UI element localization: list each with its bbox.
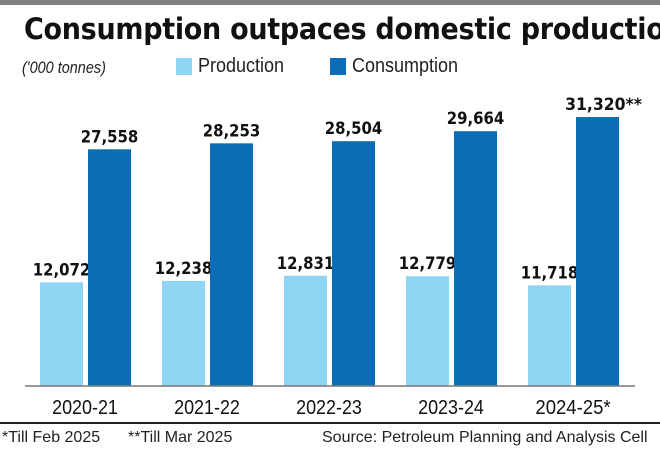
unit-note: ('000 tonnes)	[22, 58, 106, 77]
bar-consumption	[576, 117, 619, 386]
data-label-production: 12,831	[277, 254, 335, 274]
legend-label-consumption: Consumption	[352, 55, 459, 77]
bar-production	[284, 275, 327, 386]
legend-swatch-consumption	[330, 58, 346, 75]
source-note: Source: Petroleum Planning and Analysis …	[322, 429, 648, 446]
data-label-production: 12,072	[33, 260, 91, 280]
footnote-mar: **Till Mar 2025	[128, 429, 233, 446]
x-tick-label: 2021-22	[174, 397, 240, 419]
data-label-consumption: 28,504	[325, 119, 383, 139]
bar-production	[162, 280, 205, 386]
data-label-consumption: 27,558	[81, 127, 139, 147]
top-border	[0, 0, 660, 5]
x-tick-label: 2022-23	[296, 397, 362, 419]
bar-production	[406, 276, 449, 386]
footer-divider	[0, 422, 660, 424]
x-tick-label: 2020-21	[52, 397, 118, 419]
bar-consumption	[332, 141, 375, 386]
legend-consumption: Consumption	[330, 55, 470, 78]
x-tick-label: 2024-25*	[535, 397, 610, 419]
data-label-production: 11,718	[521, 263, 579, 283]
data-label-consumption: 29,664	[447, 109, 505, 129]
x-tick-label: 2023-24	[418, 397, 484, 419]
data-label-consumption: 28,253	[203, 121, 261, 141]
data-label-production: 12,238	[155, 259, 213, 279]
data-label-production: 12,779	[399, 254, 457, 274]
legend-label-production: Production	[198, 55, 285, 77]
bar-production	[528, 285, 571, 386]
bar-consumption	[210, 143, 253, 386]
footnote-feb: *Till Feb 2025	[2, 429, 101, 446]
legend-swatch-production	[176, 58, 192, 75]
bar-production	[40, 282, 83, 386]
bar-consumption	[88, 149, 131, 386]
bar-consumption	[454, 131, 497, 386]
legend-production: Production	[176, 55, 294, 78]
data-label-consumption: 31,320**	[565, 95, 642, 115]
chart-title: Consumption outpaces domestic production	[24, 12, 660, 46]
